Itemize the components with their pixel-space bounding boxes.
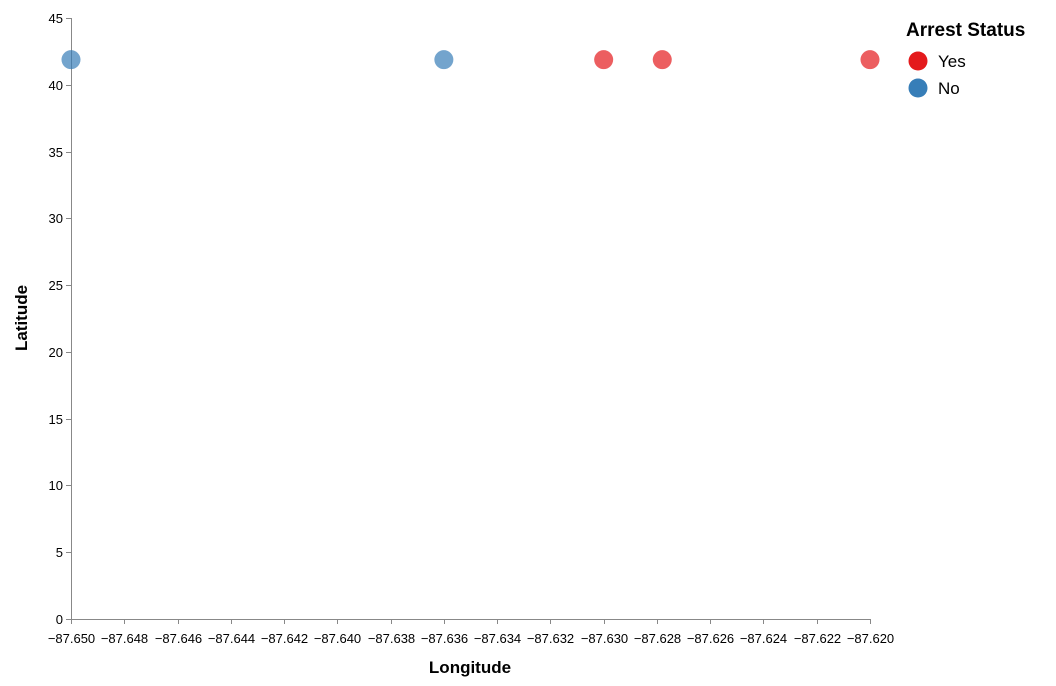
y-tick-label: 35 — [49, 145, 63, 160]
legend: Arrest Status Yes No — [906, 20, 1025, 98]
y-tick-label: 10 — [49, 478, 63, 493]
y-tick-label: 30 — [49, 211, 63, 226]
legend-symbol-yes — [908, 51, 928, 71]
x-tick-label: −87.626 — [687, 631, 734, 646]
x-tick-label: −87.642 — [261, 631, 308, 646]
y-tick-label: 40 — [49, 78, 63, 93]
legend-symbol-no — [908, 78, 928, 98]
x-tick-label: −87.644 — [208, 631, 255, 646]
y-axis-title: Latitude — [12, 285, 31, 351]
x-tick-label: −87.636 — [421, 631, 468, 646]
y-tick-label: 5 — [56, 545, 63, 560]
x-axis: −87.650 −87.648 −87.646 −87.644 −87.642 −87.6… — [48, 619, 894, 646]
data-points — [61, 50, 880, 70]
x-tick-label: −87.622 — [794, 631, 841, 646]
y-tick-label: 25 — [49, 278, 63, 293]
x-tick-label: −87.646 — [155, 631, 202, 646]
y-axis: 0 5 10 15 20 25 30 35 40 45 — [49, 11, 72, 627]
x-tick-label: −87.648 — [101, 631, 148, 646]
data-point-yes — [652, 50, 672, 70]
data-point-yes — [594, 50, 614, 70]
y-tick-label: 15 — [49, 412, 63, 427]
x-tick-label: −87.628 — [634, 631, 681, 646]
data-point-yes — [860, 50, 880, 70]
x-tick-label: −87.638 — [368, 631, 415, 646]
legend-label-yes: Yes — [938, 52, 966, 71]
y-tick-label: 20 — [49, 345, 63, 360]
x-tick-label: −87.650 — [48, 631, 95, 646]
y-tick-label: 0 — [56, 612, 63, 627]
x-tick-label: −87.634 — [474, 631, 521, 646]
x-tick-label: −87.632 — [527, 631, 574, 646]
data-point-no — [61, 50, 81, 70]
x-tick-label: −87.624 — [740, 631, 787, 646]
x-tick-label: −87.640 — [314, 631, 361, 646]
x-tick-label: −87.620 — [847, 631, 894, 646]
y-tick-label: 45 — [49, 11, 63, 26]
x-axis-title: Longitude — [429, 658, 511, 677]
data-point-no — [434, 50, 454, 70]
legend-label-no: No — [938, 79, 960, 98]
x-tick-label: −87.630 — [581, 631, 628, 646]
legend-title: Arrest Status — [906, 20, 1025, 41]
